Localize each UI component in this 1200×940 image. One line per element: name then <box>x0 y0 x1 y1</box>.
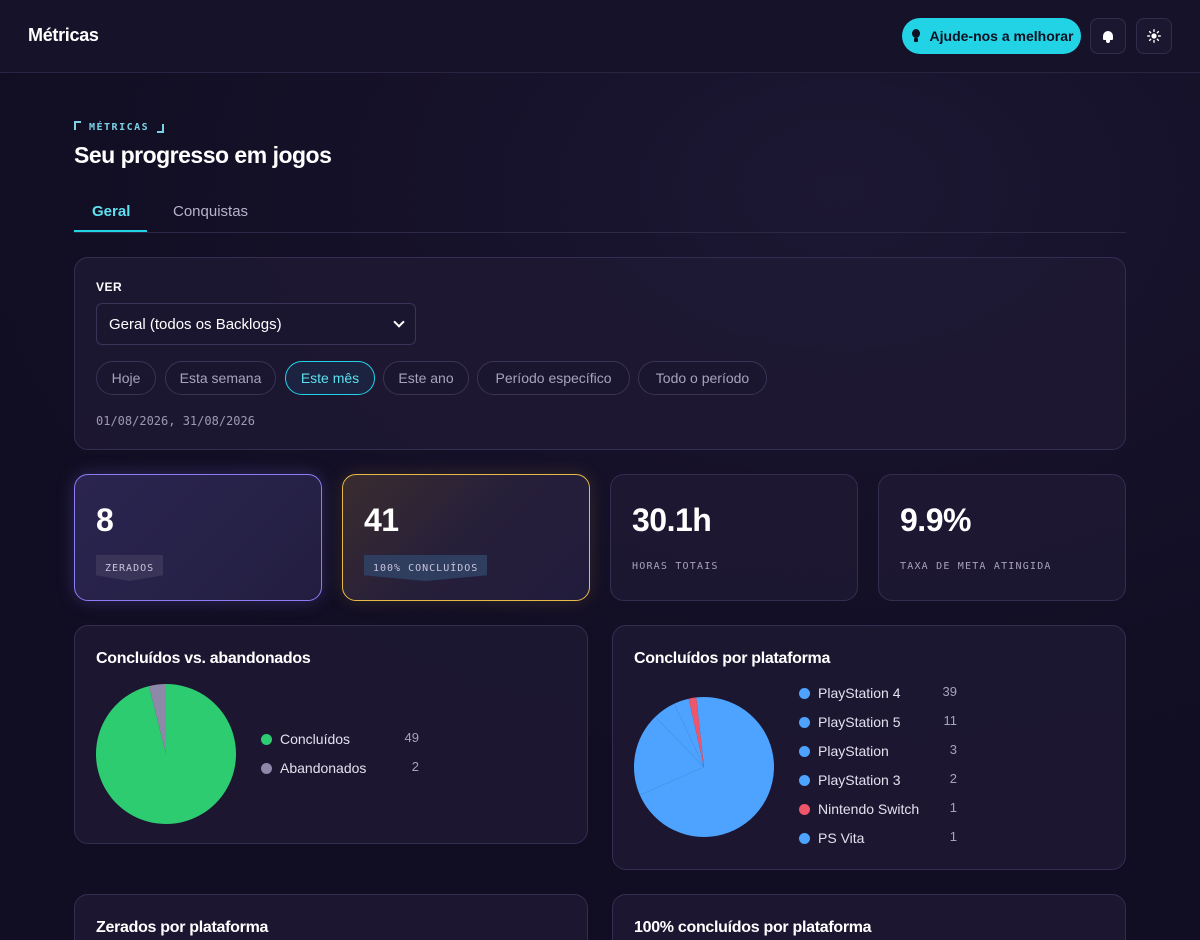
legend-dot-icon <box>261 733 272 745</box>
tab-conquistas[interactable]: Conquistas <box>173 203 249 220</box>
stat-card-zerados: 8 ZERADOS <box>74 474 322 601</box>
tab-geral[interactable]: Geral <box>92 203 131 220</box>
pie-chart <box>634 697 774 837</box>
stat-card-horas-totais: 30.1h HORAS TOTAIS <box>610 474 858 601</box>
stat-value: 8 <box>96 502 114 538</box>
theme-toggle-button[interactable] <box>1136 18 1172 54</box>
legend-value: 2 <box>949 771 957 786</box>
chart-title: 100% concluídos por plataforma <box>634 919 872 936</box>
chip-hoje[interactable]: Hoje <box>96 361 156 395</box>
help-improve-label: Ajude-nos a melhorar <box>929 28 1074 44</box>
section-eyebrow: MÉTRICAS <box>74 121 165 133</box>
chart-card-100-por-plataforma: 100% concluídos por plataforma <box>612 894 1126 940</box>
legend-item: PlayStation 3 <box>799 771 901 789</box>
pie-slice-abandonados[interactable] <box>148 684 166 754</box>
stat-value: 41 <box>364 502 399 538</box>
pie-slice-nintendo-switch[interactable] <box>688 697 704 767</box>
top-bar: Métricas Ajude-nos a melhorar <box>0 0 1200 73</box>
legend-dot-icon <box>799 803 810 815</box>
legend-value: 49 <box>404 730 419 745</box>
chart-title: Zerados por plataforma <box>96 919 269 936</box>
stat-label: ZERADOS <box>96 555 164 581</box>
legend-item: Nintendo Switch <box>799 800 919 818</box>
chart-card-concluidos-vs-abandonados: Concluídos vs. abandonados Concluídos 49 A… <box>74 625 588 844</box>
legend-label: PlayStation 3 <box>818 772 901 788</box>
backlog-select[interactable]: Geral (todos os Backlogs) <box>96 303 416 345</box>
legend-value: 2 <box>411 759 419 774</box>
legend-item: Abandonados <box>261 759 366 777</box>
pie-slice-playstation-3[interactable] <box>674 698 704 767</box>
chip-este-ano[interactable]: Este ano <box>383 361 469 395</box>
legend-label: Nintendo Switch <box>818 801 920 817</box>
legend-dot-icon <box>799 774 810 786</box>
legend-value: 1 <box>949 800 957 815</box>
pie-slice-playstation-5[interactable] <box>634 716 704 796</box>
legend-item: PlayStation 5 <box>799 713 901 731</box>
stat-card-taxa-meta: 9.9% TAXA DE META ATINGIDA <box>878 474 1126 601</box>
bell-icon <box>1102 30 1114 43</box>
chip-periodo-especifico[interactable]: Período específico <box>477 361 630 395</box>
chevron-down-icon <box>393 316 405 328</box>
filter-card: VER Geral (todos os Backlogs) Hoje Esta … <box>74 257 1126 450</box>
legend-value: 1 <box>949 829 957 844</box>
chip-esta-semana[interactable]: Esta semana <box>165 361 276 395</box>
stat-card-100-concluidos: 41 100% CONCLUÍDOS <box>342 474 590 601</box>
pie-slice-conclu-dos[interactable] <box>96 684 237 824</box>
legend-item: PS Vita <box>799 829 864 847</box>
active-tab-indicator <box>74 230 147 232</box>
legend-label: PlayStation 5 <box>818 714 901 730</box>
chart-card-zerados-por-plataforma: Zerados por plataforma <box>74 894 588 940</box>
legend-dot-icon <box>261 762 272 774</box>
legend-label: PlayStation 4 <box>818 685 901 701</box>
legend-label: PlayStation <box>818 743 889 759</box>
sun-icon <box>1147 29 1161 43</box>
pie-slice-playstation-4[interactable] <box>639 697 774 837</box>
legend-label: Concluídos <box>280 731 351 747</box>
chart-title: Concluídos por plataforma <box>634 650 831 667</box>
notifications-button[interactable] <box>1090 18 1126 54</box>
pie-slice-ps-vita[interactable] <box>696 697 704 767</box>
chip-este-mes[interactable]: Este mês <box>285 361 375 395</box>
legend-label: PS Vita <box>818 830 865 846</box>
legend-value: 3 <box>949 742 957 757</box>
backlog-select-value: Geral (todos os Backlogs) <box>109 315 282 333</box>
legend-item: PlayStation <box>799 742 889 760</box>
stat-value: 30.1h <box>632 502 712 538</box>
page-title: Seu progresso em jogos <box>74 142 332 168</box>
pie-chart <box>96 684 237 824</box>
tabs-bar: Geral Conquistas <box>74 195 1126 233</box>
stat-label: 100% CONCLUÍDOS <box>364 555 488 581</box>
eyebrow-label: MÉTRICAS <box>89 121 150 133</box>
legend-value: 39 <box>942 684 957 699</box>
legend-label: Abandonados <box>280 760 367 776</box>
legend-item: PlayStation 4 <box>799 684 901 702</box>
legend-dot-icon <box>799 832 810 844</box>
app-brand: Métricas <box>28 25 99 45</box>
stat-label: TAXA DE META ATINGIDA <box>900 561 1052 572</box>
legend-dot-icon <box>799 745 810 757</box>
legend-value: 11 <box>943 713 958 728</box>
help-improve-button[interactable]: Ajude-nos a melhorar <box>902 18 1081 54</box>
chart-title: Concluídos vs. abandonados <box>96 650 311 667</box>
pie-slice-playstation[interactable] <box>655 703 704 767</box>
bracket-left-decoration <box>74 121 81 130</box>
legend-dot-icon <box>799 687 810 699</box>
date-range: 01/08/2026, 31/08/2026 <box>96 414 255 428</box>
bracket-right-decoration <box>157 124 165 133</box>
stat-label: HORAS TOTAIS <box>632 561 719 572</box>
legend-dot-icon <box>799 716 810 728</box>
chip-todo-periodo[interactable]: Todo o período <box>638 361 767 395</box>
view-label: VER <box>96 280 123 294</box>
lightbulb-icon <box>910 29 922 43</box>
stat-value: 9.9% <box>900 502 971 538</box>
legend-item: Concluídos <box>261 730 350 748</box>
chart-card-concluidos-por-plataforma: Concluídos por plataforma PlayStation 4 3… <box>612 625 1126 870</box>
